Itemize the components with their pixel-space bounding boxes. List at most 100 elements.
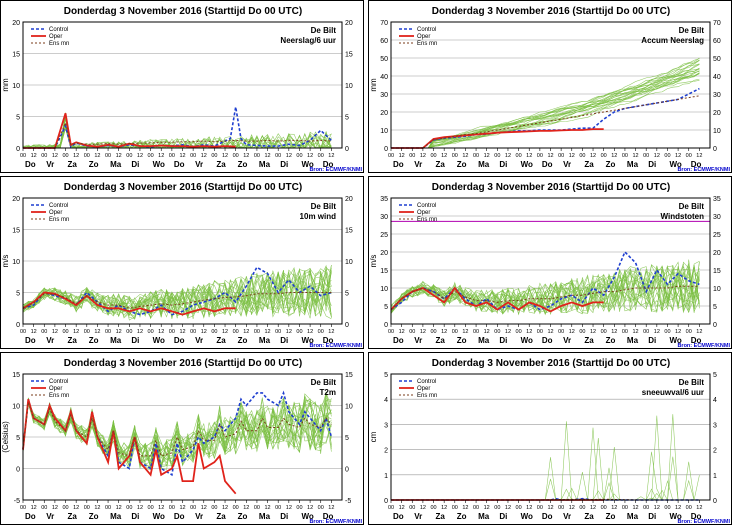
x-hour-tick-label: 00: [686, 153, 692, 159]
x-hour-tick-label: 12: [675, 329, 681, 335]
y-tick-label-right: 70: [713, 20, 721, 27]
y-tick-label: 0: [384, 146, 388, 153]
x-hour-tick-label: 12: [399, 329, 405, 335]
legend-label: Control: [49, 379, 68, 385]
legend-label: Oper: [417, 386, 430, 392]
panel-title: Donderdag 3 November 2016 (Starttijd Do …: [432, 358, 670, 369]
y-tick-label-right: 4: [713, 397, 717, 404]
x-hour-tick-label: 00: [41, 505, 47, 511]
x-hour-tick-label: 00: [84, 329, 90, 335]
x-day-label: Wo: [669, 512, 681, 521]
x-hour-tick-label: 00: [473, 505, 479, 511]
snowfall-6h-chart: Donderdag 3 November 2016 (Starttijd Do …: [369, 358, 730, 525]
x-hour-tick-label: 00: [430, 153, 436, 159]
ensemble-member-line: [391, 479, 700, 501]
y-axis-label: mm: [1, 78, 10, 92]
x-hour-tick-label: 12: [399, 505, 405, 511]
y-tick-label: 1: [384, 473, 388, 480]
y-tick-label-right: 0: [713, 498, 717, 505]
x-hour-tick-label: 00: [579, 153, 585, 159]
legend-label: Control: [417, 27, 436, 33]
y-tick-label-right: 1: [713, 473, 717, 480]
x-hour-tick-label: 00: [105, 153, 111, 159]
x-hour-tick-label: 12: [505, 329, 511, 335]
variable-label: 10m wind: [300, 212, 337, 221]
x-hour-tick-label: 00: [126, 153, 132, 159]
location-label: De Bilt: [311, 26, 337, 35]
ensemble-member-line: [391, 70, 700, 149]
x-hour-tick-label: 00: [430, 329, 436, 335]
x-hour-tick-label: 12: [286, 153, 292, 159]
x-day-label: Vr: [46, 336, 54, 345]
x-hour-tick-label: 00: [148, 505, 154, 511]
x-hour-tick-label: 12: [52, 153, 58, 159]
source-label: Bron: ECMWF/KNMI: [309, 167, 362, 173]
panel-10m-wind: Donderdag 3 November 2016 (Starttijd Do …: [0, 176, 364, 349]
x-day-label: Wo: [301, 160, 313, 169]
x-hour-tick-label: 00: [430, 505, 436, 511]
x-hour-tick-label: 00: [84, 505, 90, 511]
variable-label: sneeuwval/6 uur: [642, 388, 704, 397]
x-hour-tick-label: 00: [190, 505, 196, 511]
x-day-label: Wo: [153, 512, 165, 521]
x-hour-tick-label: 12: [137, 505, 143, 511]
legend-label: Oper: [49, 34, 62, 40]
x-hour-tick-label: 00: [388, 153, 394, 159]
x-hour-tick-label: 12: [73, 505, 79, 511]
x-day-label: Vr: [414, 160, 422, 169]
x-hour-tick-label: 00: [254, 505, 260, 511]
y-tick-label: 20: [12, 20, 20, 27]
variable-label: T2m: [320, 388, 336, 397]
y-tick-label-right: 35: [713, 196, 721, 203]
ensemble-member-line: [391, 415, 700, 501]
y-tick-label: 15: [12, 228, 20, 235]
precipitation-6h-chart: Donderdag 3 November 2016 (Starttijd Do …: [1, 6, 362, 173]
panel-snowfall-6h: Donderdag 3 November 2016 (Starttijd Do …: [368, 352, 732, 525]
x-day-label: Ma: [478, 160, 490, 169]
x-day-label: Zo: [238, 512, 248, 521]
ensemble-member-line: [22, 271, 332, 320]
x-hour-tick-label: 12: [590, 153, 596, 159]
x-hour-tick-label: 12: [526, 153, 532, 159]
x-day-label: Do: [323, 336, 334, 345]
ens-mean-series-line: [22, 402, 332, 457]
y-tick-label: 5: [16, 291, 20, 298]
x-hour-tick-label: 00: [318, 153, 324, 159]
x-hour-tick-label: 12: [611, 505, 617, 511]
x-hour-tick-label: 00: [494, 505, 500, 511]
x-hour-tick-label: 00: [41, 153, 47, 159]
panel-title: Donderdag 3 November 2016 (Starttijd Do …: [64, 6, 302, 17]
x-hour-tick-label: 12: [265, 153, 271, 159]
legend-label: Control: [49, 203, 68, 209]
x-hour-tick-label: 00: [62, 329, 68, 335]
x-hour-tick-label: 12: [590, 329, 596, 335]
y-tick-label: 10: [12, 259, 20, 266]
y-axis-label: m/s: [369, 255, 378, 268]
y-tick-label-right: 5: [345, 435, 349, 442]
x-hour-tick-label: 00: [20, 329, 26, 335]
y-tick-label-right: 10: [345, 259, 353, 266]
x-hour-tick-label: 00: [190, 329, 196, 335]
x-day-label: Zo: [606, 512, 616, 521]
y-tick-label: 0: [16, 322, 20, 329]
y-tick-label-right: 0: [345, 322, 349, 329]
ens-mean-series-line: [391, 498, 700, 501]
location-label: De Bilt: [311, 378, 337, 387]
y-tick-label: 20: [380, 110, 388, 117]
x-hour-tick-label: 00: [516, 505, 522, 511]
y-tick-label-right: 3: [713, 422, 717, 429]
oper-series-line: [22, 398, 237, 495]
x-day-label: Di: [648, 512, 656, 521]
x-hour-tick-label: 00: [148, 153, 154, 159]
variable-label: Windstoten: [661, 212, 705, 221]
x-hour-tick-label: 00: [622, 153, 628, 159]
source-label: Bron: ECMWF/KNMI: [677, 167, 730, 173]
x-hour-tick-label: 00: [105, 505, 111, 511]
x-day-label: Vr: [563, 336, 571, 345]
ensemble-member-line: [22, 267, 332, 319]
wind-gusts-chart: Donderdag 3 November 2016 (Starttijd Do …: [369, 182, 730, 349]
x-hour-tick-label: 12: [484, 153, 490, 159]
legend-label: Oper: [49, 210, 62, 216]
x-hour-tick-label: 00: [275, 505, 281, 511]
x-day-label: Vr: [414, 336, 422, 345]
